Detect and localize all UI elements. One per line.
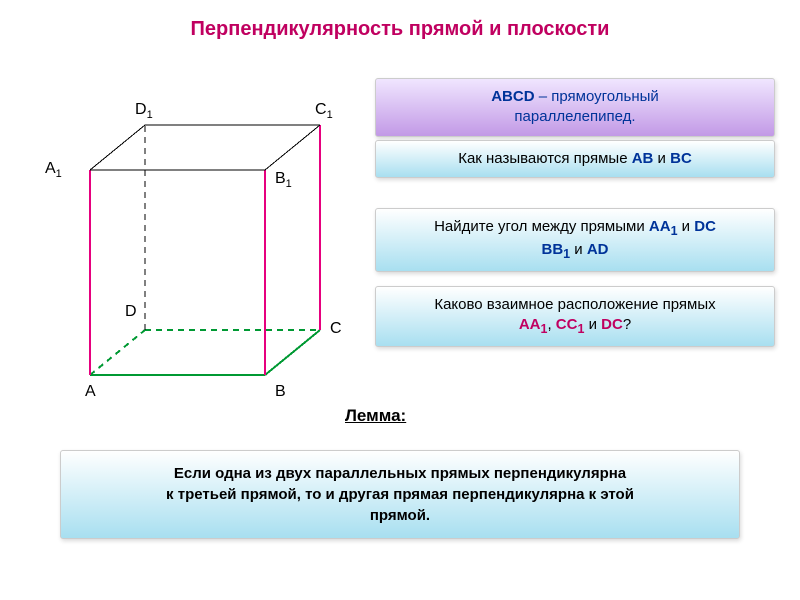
- title-text: Перпендикулярность прямой и плоскости: [191, 18, 610, 40]
- lemma-colon: :: [401, 406, 407, 425]
- lemma-label: Лемма:: [345, 406, 406, 426]
- lemma-statement-box: Если одна из двух параллельных прямых пе…: [60, 450, 740, 539]
- q2-seg2a: BB1: [541, 241, 570, 258]
- question-box-2: Найдите угол между прямыми AA1 и DC BB1 …: [375, 208, 775, 272]
- q3-seg1: AA1: [519, 316, 548, 333]
- cube-diagram: A B C D A1 B1 C1 D1: [40, 65, 360, 405]
- def-text2: параллелепипед.: [514, 108, 635, 125]
- vertex-label-C1: C1: [315, 101, 333, 121]
- vertex-label-B: B: [275, 383, 286, 401]
- q1-text: Как называются прямые: [458, 150, 632, 167]
- page-title: Перпендикулярность прямой и плоскости: [0, 0, 800, 41]
- q3-c1: ,: [547, 316, 555, 333]
- q2-seg2b: AD: [587, 241, 609, 258]
- definition-box: ABCD – прямоугольный параллелепипед.: [375, 78, 775, 137]
- lemma-line1: Если одна из двух параллельных прямых пе…: [174, 465, 626, 482]
- q2-seg1b: DC: [694, 218, 716, 235]
- q1-seg2: BC: [670, 150, 692, 167]
- q1-mid: и: [653, 150, 670, 167]
- q3-q: ?: [623, 316, 631, 333]
- vertex-label-B1: B1: [275, 170, 292, 190]
- q3-seg3: DC: [601, 316, 623, 333]
- q2-line1a: Найдите угол между прямыми: [434, 218, 649, 235]
- q2-seg1a: AA1: [649, 218, 678, 235]
- question-box-1: Как называются прямые AB и BC: [375, 140, 775, 178]
- q1-seg1: AB: [632, 150, 654, 167]
- q3-line1: Каково взаимное расположение прямых: [434, 296, 715, 313]
- lemma-line2: к третьей прямой, то и другая прямая пер…: [166, 486, 634, 503]
- q2-mid1: и: [678, 218, 695, 235]
- lemma-line3: прямой.: [370, 507, 430, 524]
- vertex-label-D: D: [125, 303, 137, 321]
- vertex-label-A1: A1: [45, 160, 62, 180]
- vertex-label-A: A: [85, 383, 96, 401]
- cube-svg: [40, 65, 360, 405]
- def-text1: – прямоугольный: [535, 88, 659, 105]
- q3-seg2: CC1: [556, 316, 585, 333]
- vertex-label-D1: D1: [135, 101, 153, 121]
- question-box-3: Каково взаимное расположение прямых AA1,…: [375, 286, 775, 347]
- lemma-text: Лемма: [345, 406, 401, 425]
- q3-c2: и: [584, 316, 601, 333]
- abcd-label: ABCD: [491, 88, 534, 105]
- vertex-label-C: C: [330, 320, 342, 338]
- q2-mid2: и: [570, 241, 587, 258]
